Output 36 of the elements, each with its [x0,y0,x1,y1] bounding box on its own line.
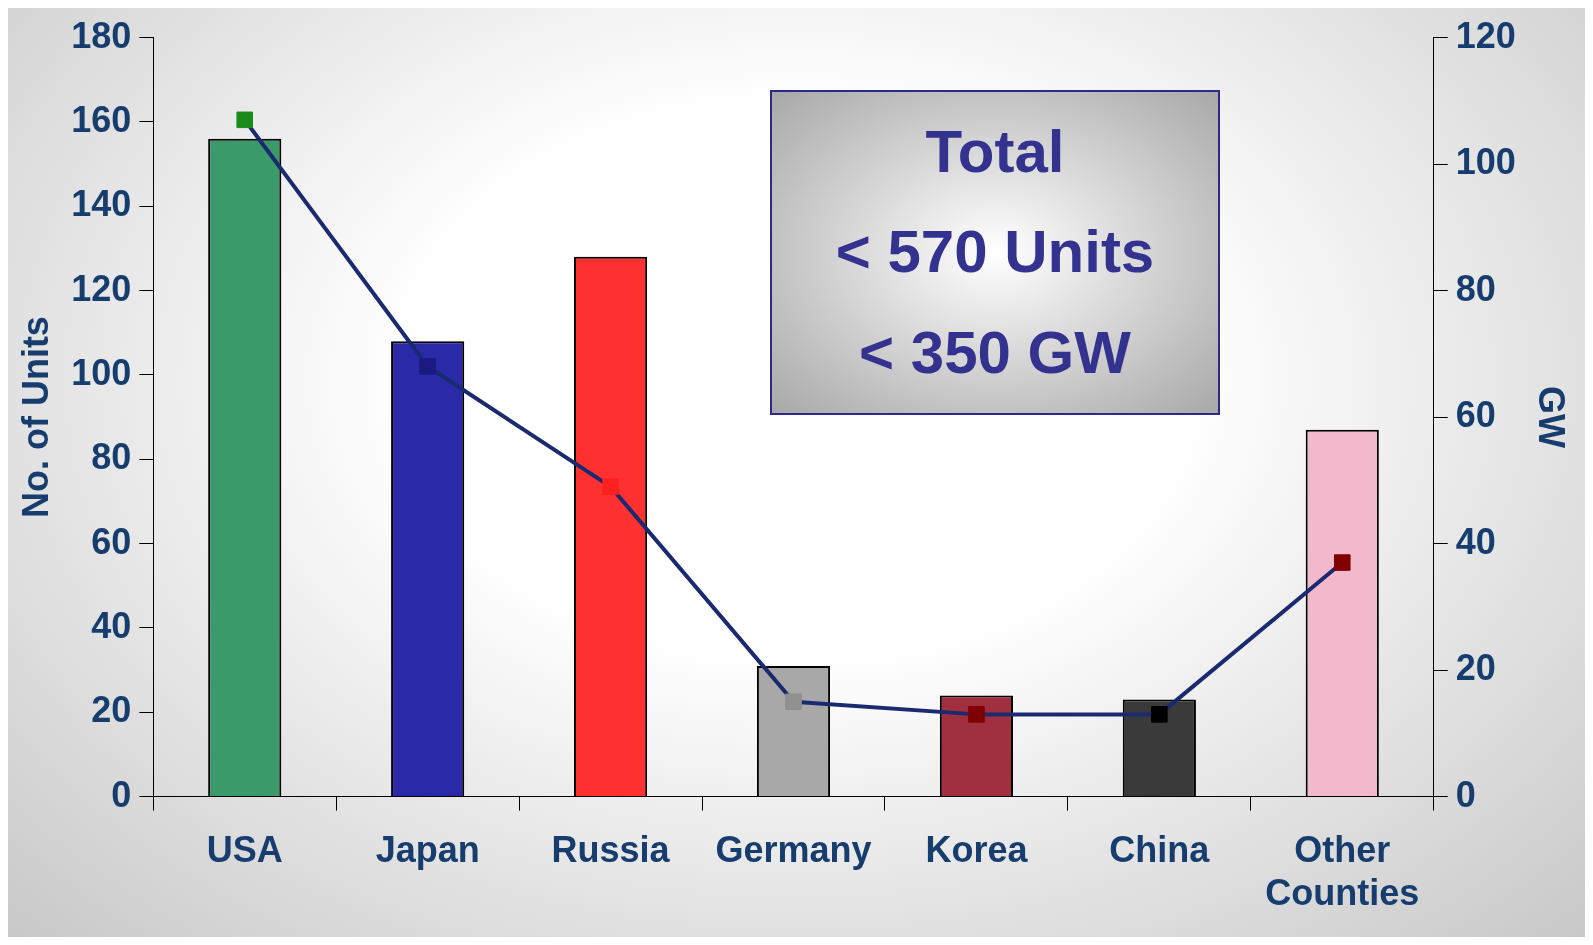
y-tick-label: 120 [71,267,132,309]
y-axis-title: No. of Units [14,316,56,519]
annotation: < 350 GW [859,318,1131,386]
y2-tick-label: 100 [1455,141,1516,183]
point [1151,706,1168,723]
x-tick-label: Korea [925,829,1029,871]
x-tick-label: USA [206,829,283,871]
y-tick-label: 20 [91,689,132,731]
y2-axis-title: GW [1531,386,1573,449]
x-tick-label: Japan [375,829,480,871]
annotation: Total [925,118,1065,186]
y-tick-label: 60 [91,520,132,562]
point [419,358,436,375]
point [968,706,985,723]
y-tick-label: 0 [111,773,132,815]
y2-tick-label: 20 [1455,647,1496,689]
annotation: < 570 Units [835,218,1155,286]
point [236,111,254,129]
y-tick-label: 140 [71,183,132,225]
y-tick-label: 180 [71,14,132,56]
point [785,693,802,710]
y2-tick-label: 40 [1455,520,1496,562]
y2-tick-label: 60 [1455,394,1496,436]
y-tick-label: 40 [91,604,132,646]
point [1334,554,1351,571]
x-tick-label: Other Counties [1265,829,1420,914]
x-tick-label: China [1109,829,1211,871]
x-tick-label: Germany [715,829,872,871]
y-tick-label: 100 [71,351,132,393]
y2-tick-label: 80 [1455,267,1496,309]
point [602,478,619,495]
x-tick-label: Russia [551,829,671,871]
y2-tick-label: 120 [1455,14,1516,56]
y-tick-label: 160 [71,98,132,140]
y-tick-label: 80 [91,436,132,478]
y2-tick-label: 0 [1455,773,1476,815]
